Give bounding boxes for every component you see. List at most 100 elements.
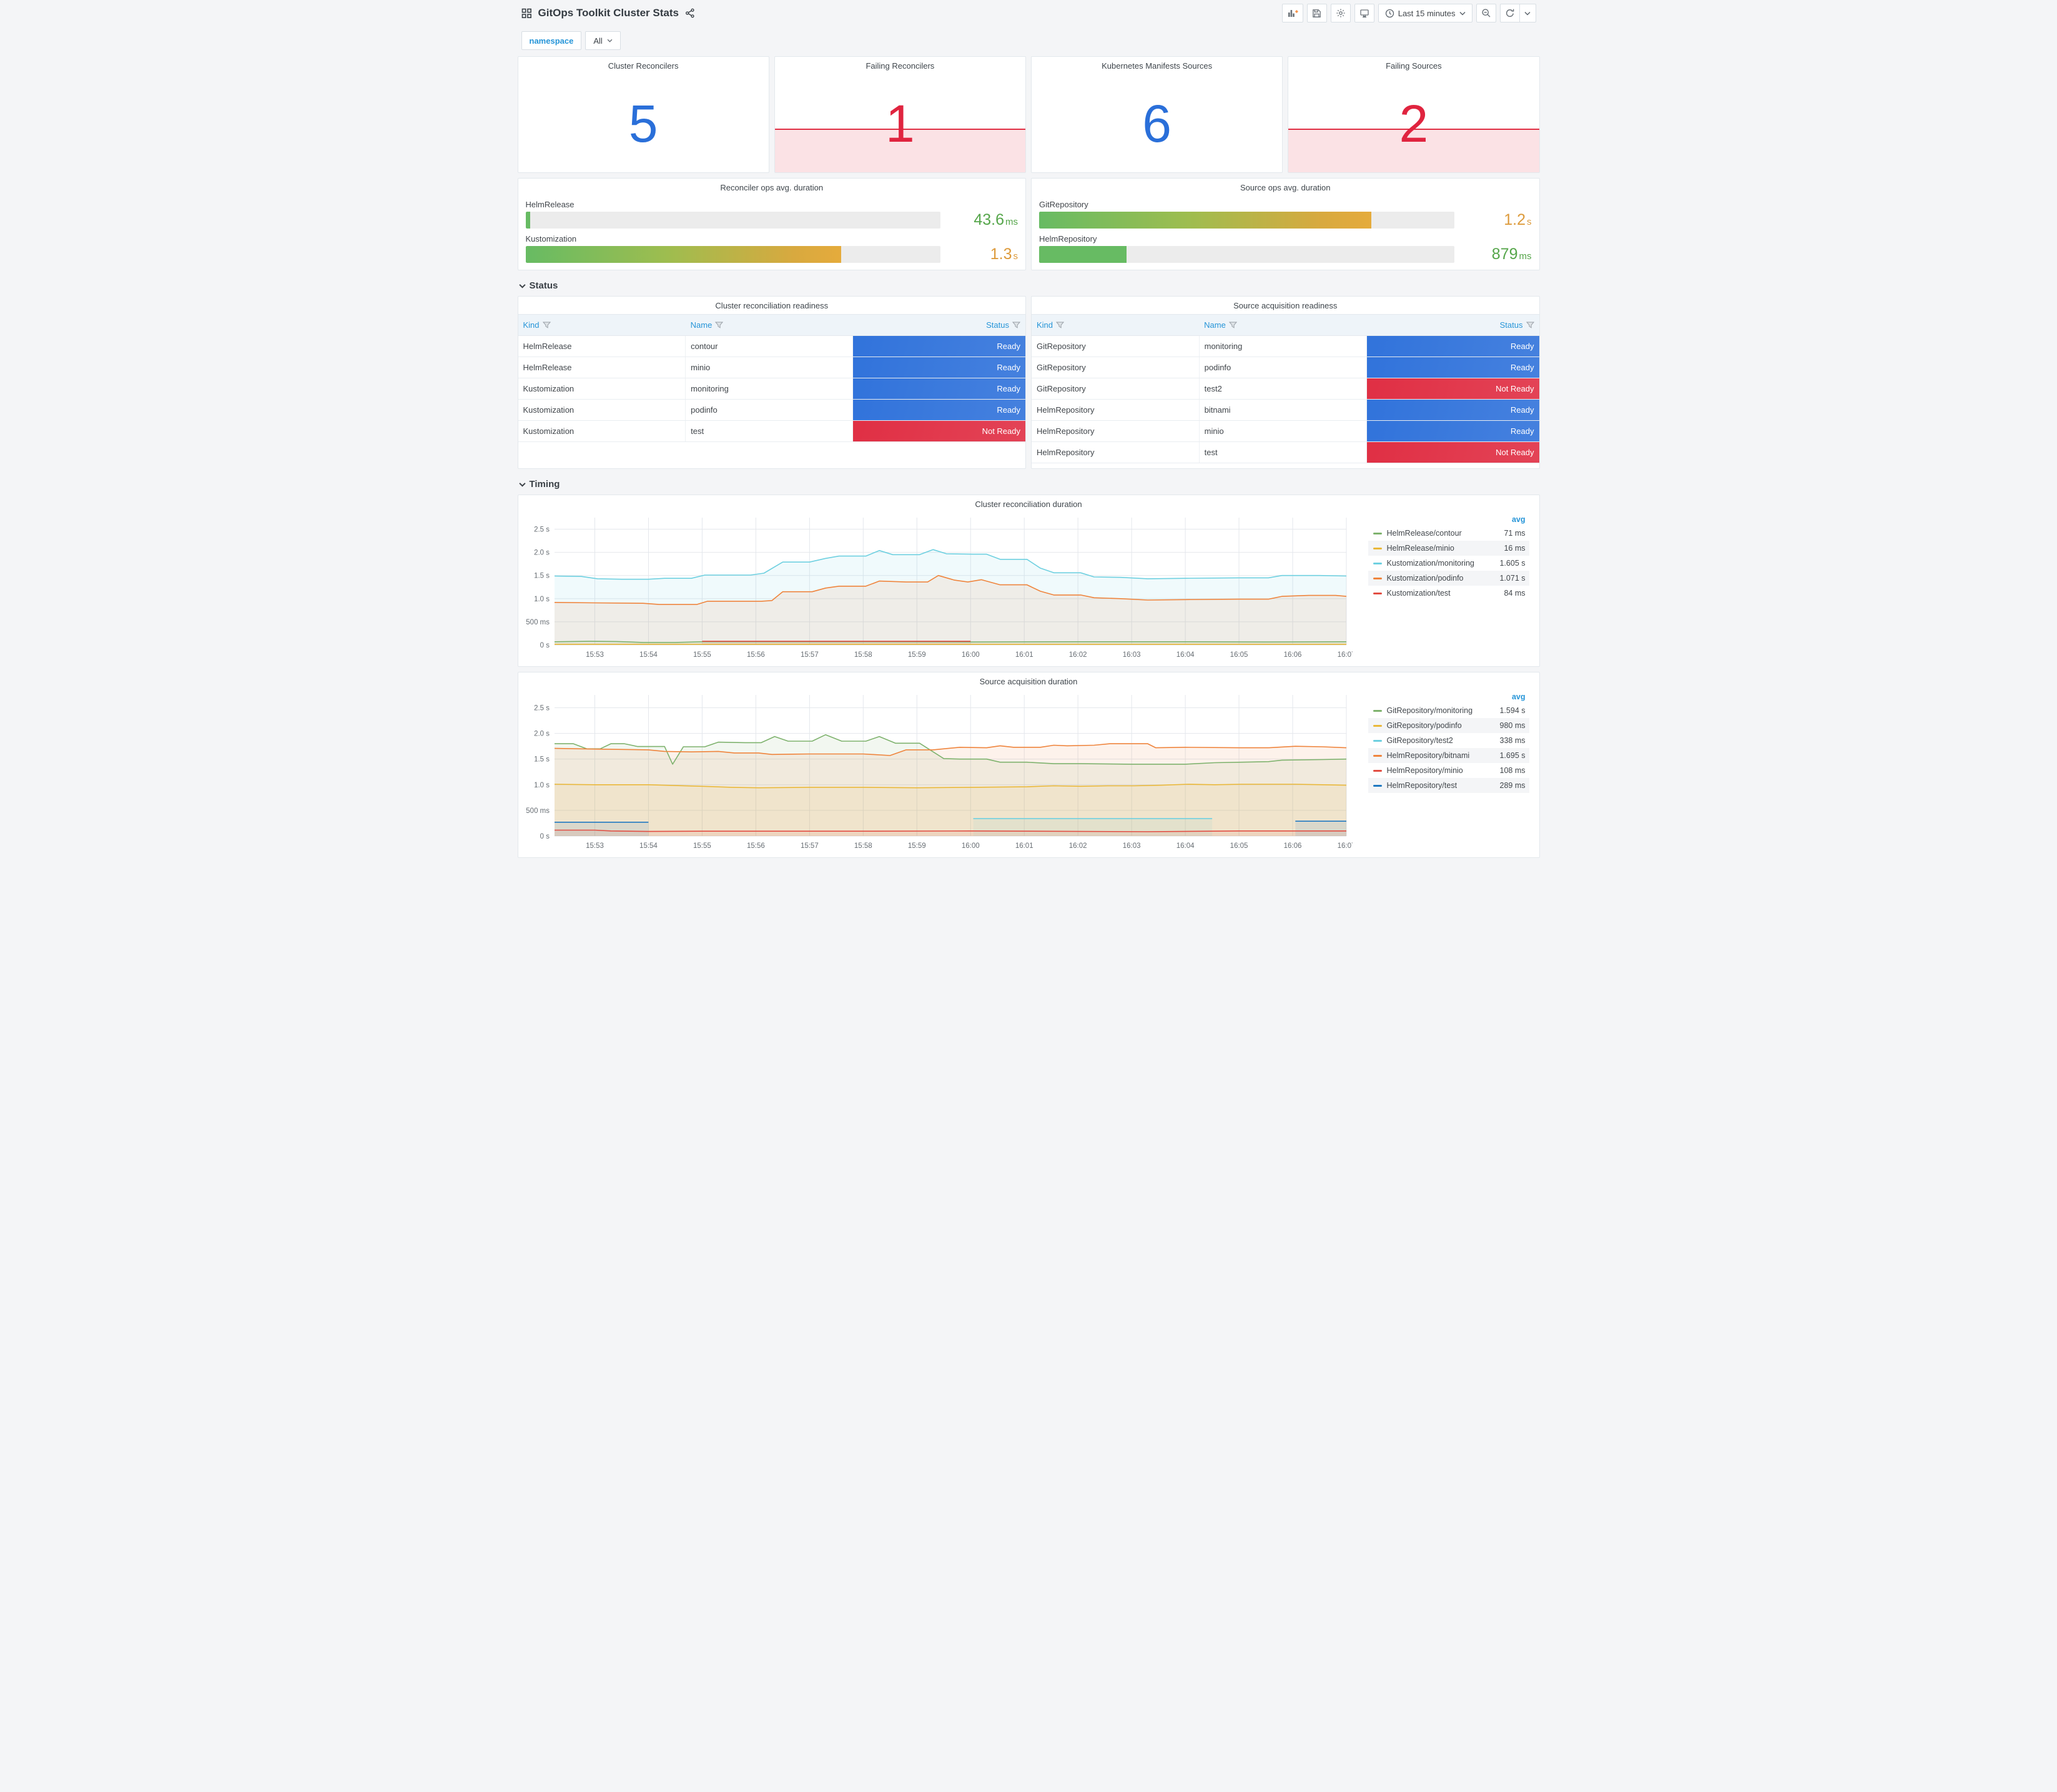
gauge-fill [1039,246,1127,263]
column-header-link[interactable]: Name [691,320,724,330]
table-panels-row: Cluster reconciliation readiness Kind Name… [517,296,1540,469]
gauge-fill [525,212,531,229]
save-dashboard-button[interactable] [1306,4,1327,22]
svg-text:16:01: 16:01 [1015,651,1033,659]
tv-mode-button[interactable] [1354,4,1374,22]
gauge-panel-title[interactable]: Reconciler ops avg. duration [720,183,824,192]
section-timing[interactable]: Timing [518,469,1540,495]
stat-panel-title[interactable]: Failing Reconcilers [866,61,935,71]
legend-series-name[interactable]: HelmRelease/contour [1386,529,1462,538]
svg-text:16:03: 16:03 [1122,651,1140,659]
name-cell: podinfo [1199,357,1367,378]
column-header-name: Name [685,314,853,336]
gauge-track [525,246,940,263]
column-header-link[interactable]: Kind [523,320,551,330]
refresh-interval-dropdown[interactable] [1519,4,1536,22]
legend-series-avg: 1.695 s [1499,751,1526,760]
status-badge: Ready [1366,400,1539,420]
legend-item: HelmRepository/minio 108 ms [1368,763,1529,778]
legend-item: HelmRepository/bitnami 1.695 s [1368,748,1529,763]
legend-series-name[interactable]: HelmRepository/minio [1386,766,1463,775]
legend-series-avg: 980 ms [1499,721,1526,730]
gauge-fill [1039,212,1371,229]
time-series-plot[interactable]: 0 s 500 ms 1.0 s 1.5 s 2.0 s 2.5 s 15:53 15:54 1… [522,689,1353,855]
legend-series-avg: 16 ms [1504,544,1526,553]
gauge-panel-1: Source ops avg. duration GitRepository 1.2… [1031,178,1540,270]
chevron-down-icon [518,283,526,288]
gauge-row-HelmRelease: HelmRelease 43.6 ms [525,200,1018,229]
legend-avg-header[interactable]: avg [1511,515,1526,524]
filter-funnel-icon[interactable] [1228,322,1237,329]
legend-series-name[interactable]: GitRepository/monitoring [1386,706,1473,715]
legend-series-name[interactable]: Kustomization/podinfo [1386,574,1464,583]
legend-series-name[interactable]: GitRepository/test2 [1386,736,1453,745]
status-badge: Not Ready [1366,378,1539,399]
stat-panel-title[interactable]: Cluster Reconcilers [608,61,679,71]
status-cell: Not Ready [1366,441,1539,463]
filter-funnel-icon[interactable] [715,322,724,329]
table-row: GitRepository podinfo Ready [1032,357,1539,378]
column-header-link[interactable]: Status [986,320,1020,330]
legend-series-name[interactable]: HelmRelease/minio [1386,544,1454,553]
kind-cell: HelmRepository [1032,441,1200,463]
stat-panel-title[interactable]: Kubernetes Manifests Sources [1102,61,1213,71]
filter-funnel-icon[interactable] [1012,322,1020,329]
svg-text:15:54: 15:54 [639,651,658,659]
failing-sparkline-area [1288,128,1539,172]
column-header-name: Name [1199,314,1367,336]
page-title: GitOps Toolkit Cluster Stats [538,7,679,19]
filter-funnel-icon[interactable] [1056,322,1065,329]
svg-text:15:58: 15:58 [854,651,872,659]
dashboard-grid-icon [521,8,532,19]
legend-series-name[interactable]: Kustomization/test [1386,589,1451,598]
svg-text:15:56: 15:56 [746,651,764,659]
table-panel-title[interactable]: Cluster reconciliation readiness [715,301,829,310]
refresh-button[interactable] [1499,4,1520,22]
svg-text:16:02: 16:02 [1068,842,1087,850]
table-panel-title[interactable]: Source acquisition readiness [1233,301,1338,310]
gauge-row-GitRepository: GitRepository 1.2 s [1039,200,1532,229]
share-icon[interactable] [685,8,695,18]
column-header-link[interactable]: Name [1204,320,1237,330]
namespace-variable-dropdown[interactable]: All [585,31,621,50]
legend-series-avg: 1.605 s [1499,559,1526,568]
legend-series-name[interactable]: HelmRepository/test [1386,781,1458,790]
kind-cell: GitRepository [1032,378,1200,400]
series-color-swatch [1373,577,1382,579]
filter-funnel-icon[interactable] [542,322,551,329]
legend-series-name[interactable]: Kustomization/monitoring [1386,559,1474,568]
table-row: Kustomization monitoring Ready [518,378,1025,400]
gauge-panel-title[interactable]: Source ops avg. duration [1240,183,1331,192]
kind-cell: Kustomization [518,399,686,421]
time-series-plot[interactable]: 0 s 500 ms 1.0 s 1.5 s 2.0 s 2.5 s 15:53 15:54 1… [522,511,1353,664]
legend-series-avg: 71 ms [1504,529,1526,538]
gauge-label: GitRepository [1039,200,1088,209]
add-panel-button[interactable] [1281,4,1303,22]
legend-item: HelmRepository/test 289 ms [1368,778,1529,793]
svg-text:15:55: 15:55 [693,842,711,850]
series-color-swatch [1373,784,1382,787]
name-cell: test2 [1199,378,1367,400]
filter-funnel-icon[interactable] [1526,322,1534,329]
legend-series-name[interactable]: HelmRepository/bitnami [1386,751,1470,760]
section-status[interactable]: Status [518,270,1540,296]
column-header-link[interactable]: Kind [1037,320,1065,330]
settings-button[interactable] [1330,4,1351,22]
legend-avg-header[interactable]: avg [1511,692,1526,701]
table-row: HelmRelease minio Ready [518,357,1025,378]
table-row: GitRepository monitoring Ready [1032,335,1539,357]
chart-panel-title[interactable]: Source acquisition duration [979,677,1078,686]
time-range-picker[interactable]: Last 15 minutes [1378,4,1472,22]
stat-panel-title[interactable]: Failing Sources [1386,61,1442,71]
svg-text:2.0 s: 2.0 s [534,731,550,738]
name-cell: test [1199,441,1367,463]
chart-panel-title[interactable]: Cluster reconciliation duration [975,500,1082,509]
gauge-panels-row: Reconciler ops avg. duration HelmRelease 4… [517,178,1540,270]
status-badge: Ready [1366,421,1539,441]
legend-series-avg: 1.594 s [1499,706,1526,715]
column-header-link[interactable]: Status [1500,320,1534,330]
status-cell: Ready [1366,420,1539,442]
zoom-out-button[interactable] [1476,4,1496,22]
legend-item: Kustomization/monitoring 1.605 s [1368,556,1529,571]
legend-series-name[interactable]: GitRepository/podinfo [1386,721,1462,730]
